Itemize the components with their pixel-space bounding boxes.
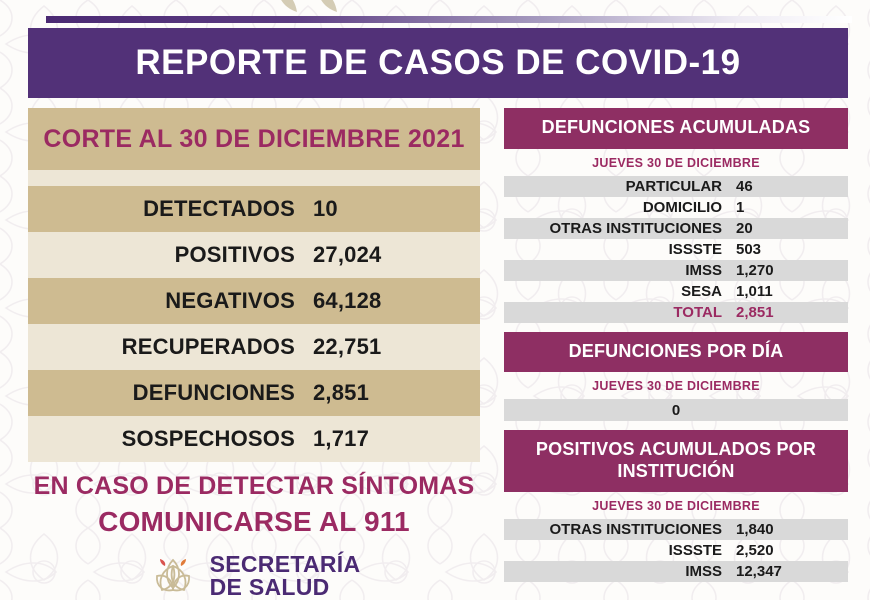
row-value: 0 (671, 401, 681, 419)
row-value: 1,840 (736, 521, 774, 539)
section-date-positivos-acumulados: JUEVES 30 DE DICIEMBRE (592, 499, 760, 514)
section-header-defunciones-por-dia: DEFUNCIONES POR DÍA (504, 331, 848, 373)
section-gap (504, 421, 848, 430)
row-label: ISSSTE (668, 240, 722, 258)
table-row: SOSPECHOSOS 1,717 (28, 416, 480, 462)
row-label: SOSPECHOSOS (121, 426, 295, 451)
table-row: DEFUNCIONES 2,851 (28, 370, 480, 416)
row-label: SESA (681, 282, 722, 300)
row-label: IMSS (685, 563, 722, 581)
table-row: DOMICILIO 1 (504, 197, 848, 218)
row-label: DOMICILIO (642, 198, 722, 216)
row-value: 1,270 (736, 261, 774, 279)
table-row: 0 (504, 399, 848, 422)
secretaria-de-salud-logo: SECRETARÍA DE SALUD (28, 552, 480, 600)
row-value: 503 (736, 240, 762, 258)
row-value: 1,011 (736, 282, 773, 300)
section-gap (504, 323, 848, 332)
row-label: OTRAS INSTITUCIONES (549, 219, 722, 237)
row-value: 27,024 (313, 242, 382, 267)
row-label: IMSS (685, 261, 722, 279)
section-date-defunciones-por-dia: JUEVES 30 DE DICIEMBRE (592, 379, 760, 394)
row-label: OTRAS INSTITUCIONES (549, 521, 722, 539)
flower-emblem-icon (155, 558, 190, 592)
left-summary-panel: CORTE AL 30 DE DICIEMBRE 2021 DETECTADOS… (28, 108, 480, 462)
cta-line-1: EN CASO DE DETECTAR SÍNTOMAS (33, 472, 475, 500)
table-row: SESA 1,011 (504, 281, 848, 302)
row-value: 20 (736, 219, 753, 237)
table-row: POSITIVOS 27,024 (28, 232, 480, 278)
row-value: 1,717 (313, 426, 370, 451)
table-row: NEGATIVOS 64,128 (28, 278, 480, 324)
table-row: IMSS 12,347 (504, 561, 848, 583)
left-panel-spacer (28, 170, 480, 186)
table-row: RECUPERADOS 22,751 (28, 324, 480, 370)
top-gradient-bar (46, 16, 852, 23)
row-value: 12,347 (736, 563, 782, 581)
right-details-panel: DEFUNCIONES ACUMULADAS JUEVES 30 DE DICI… (504, 108, 848, 583)
row-value: 2,520 (736, 542, 774, 560)
row-label: ISSSTE (668, 542, 722, 560)
table-row: ISSSTE 2,520 (504, 540, 848, 561)
row-value: 46 (736, 177, 753, 195)
row-value: 2,851 (736, 303, 774, 321)
logo-text-block: SECRETARÍA DE SALUD (209, 550, 361, 600)
row-value: 1 (736, 198, 745, 216)
logo-line-2: DE SALUD (209, 574, 330, 600)
section-header-defunciones-acumuladas: DEFUNCIONES ACUMULADAS (504, 108, 848, 149)
row-label: PARTICULAR (625, 177, 722, 195)
row-label: NEGATIVOS (165, 288, 295, 313)
report-title-banner: REPORTE DE CASOS DE COVID-19 (28, 28, 848, 98)
row-label: POSITIVOS (174, 242, 295, 267)
table-row: PARTICULAR 46 (504, 175, 848, 197)
logo-line-1: SECRETARÍA (209, 550, 361, 577)
row-label: DEFUNCIONES (132, 380, 295, 405)
emergency-call-to-action: EN CASO DE DETECTAR SÍNTOMAS COMUNICARSE… (28, 472, 480, 538)
row-label: RECUPERADOS (121, 334, 295, 359)
row-value: 22,751 (313, 334, 382, 359)
corte-label: CORTE AL 30 DE DICIEMBRE 2021 (43, 124, 465, 153)
row-value: 10 (313, 196, 338, 221)
row-value: 2,851 (313, 380, 370, 405)
row-label: DETECTADOS (143, 196, 295, 221)
table-row: OTRAS INSTITUCIONES 1,840 (504, 519, 848, 541)
table-row: DETECTADOS 10 (28, 186, 480, 232)
table-row: ISSSTE 503 (504, 239, 848, 260)
corte-header: CORTE AL 30 DE DICIEMBRE 2021 (28, 108, 480, 170)
table-row-total: TOTAL 2,851 (504, 301, 848, 323)
row-value: 64,128 (313, 288, 382, 313)
page-title: REPORTE DE CASOS DE COVID-19 (135, 43, 741, 82)
section-date-defunciones-acumuladas: JUEVES 30 DE DICIEMBRE (592, 155, 760, 170)
cta-line-2: COMUNICARSE AL 911 (98, 506, 410, 537)
table-row: OTRAS INSTITUCIONES 20 (504, 217, 848, 239)
section-header-positivos-acumulados: POSITIVOS ACUMULADOS POR INSTITUCIÓN (504, 430, 848, 493)
top-flourish-ornament (281, 0, 337, 12)
row-label: TOTAL (673, 303, 722, 321)
table-row: IMSS 1,270 (504, 259, 848, 281)
